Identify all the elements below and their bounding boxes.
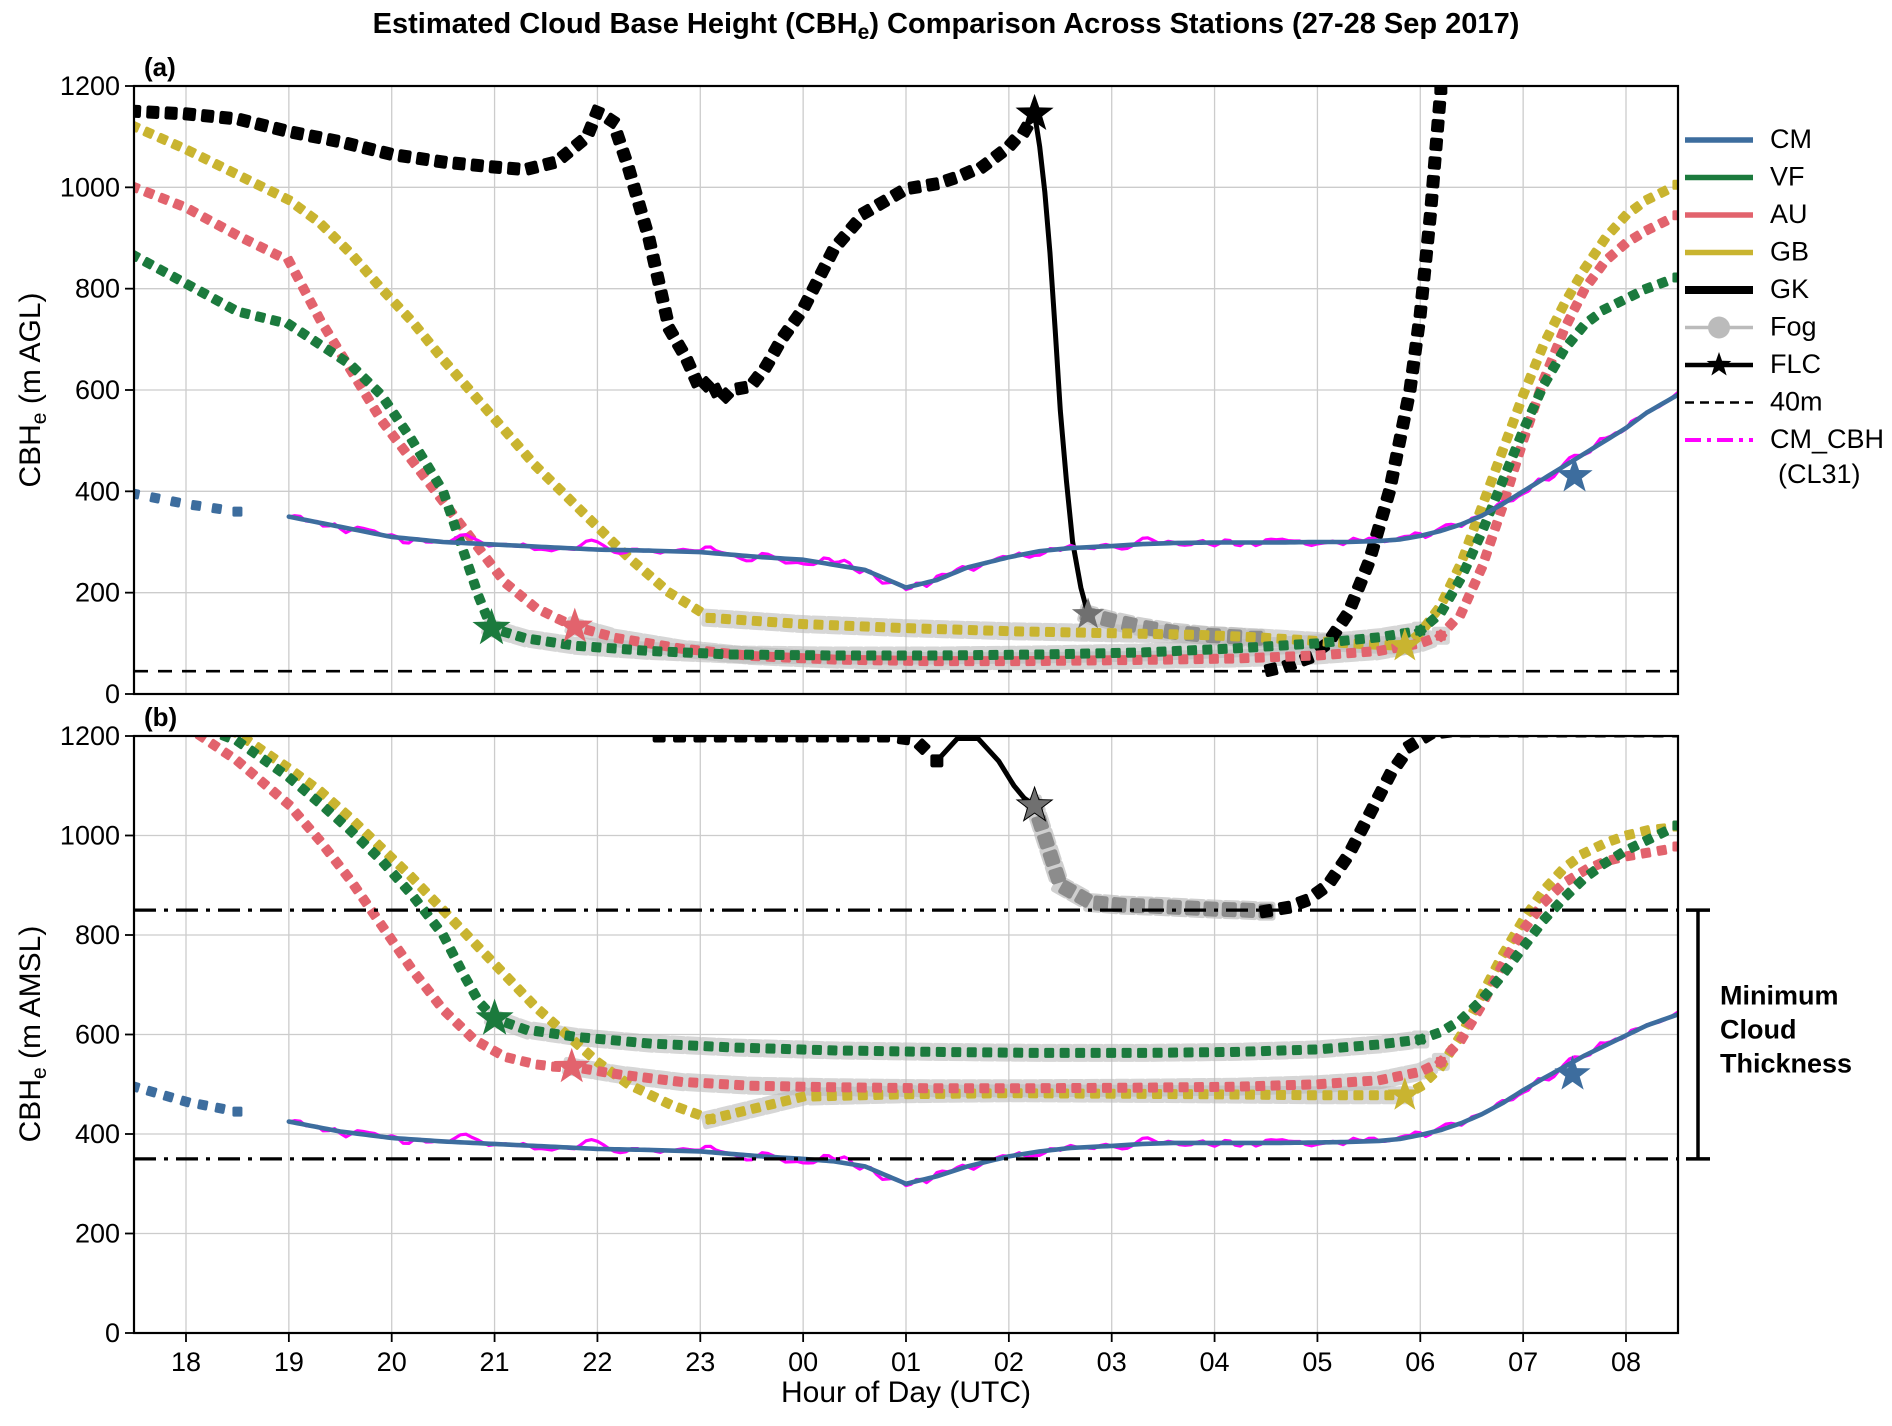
svg-text:02: 02 xyxy=(994,1347,1024,1377)
svg-text:21: 21 xyxy=(480,1347,510,1377)
svg-text:400: 400 xyxy=(75,476,120,506)
svg-text:600: 600 xyxy=(75,375,120,405)
svg-text:00: 00 xyxy=(788,1347,818,1377)
svg-text:600: 600 xyxy=(75,1020,120,1050)
svg-text:22: 22 xyxy=(582,1347,612,1377)
svg-text:05: 05 xyxy=(1302,1347,1332,1377)
svg-text:(a): (a) xyxy=(144,52,176,82)
svg-text:0: 0 xyxy=(105,679,120,709)
svg-text:01: 01 xyxy=(891,1347,921,1377)
svg-text:06: 06 xyxy=(1405,1347,1435,1377)
svg-text:FLC: FLC xyxy=(1770,349,1821,379)
svg-text:Minimum: Minimum xyxy=(1720,981,1839,1011)
svg-text:40m: 40m xyxy=(1770,387,1823,417)
svg-text:400: 400 xyxy=(75,1119,120,1149)
svg-text:800: 800 xyxy=(75,274,120,304)
svg-text:0: 0 xyxy=(105,1318,120,1348)
svg-text:1000: 1000 xyxy=(60,172,120,202)
svg-text:GK: GK xyxy=(1770,274,1809,304)
svg-text:CM: CM xyxy=(1770,124,1812,154)
svg-text:23: 23 xyxy=(685,1347,715,1377)
svg-text:18: 18 xyxy=(171,1347,201,1377)
svg-text:200: 200 xyxy=(75,1219,120,1249)
svg-text:Estimated Cloud Base Height (C: Estimated Cloud Base Height (CBHe) Compa… xyxy=(373,8,1520,44)
svg-text:19: 19 xyxy=(274,1347,304,1377)
svg-text:Fog: Fog xyxy=(1770,312,1817,342)
svg-text:800: 800 xyxy=(75,920,120,950)
svg-text:(b): (b) xyxy=(144,702,177,732)
svg-text:1200: 1200 xyxy=(60,71,120,101)
svg-text:04: 04 xyxy=(1200,1347,1230,1377)
svg-text:Hour of Day (UTC): Hour of Day (UTC) xyxy=(781,1376,1031,1409)
svg-text:Thickness: Thickness xyxy=(1720,1049,1852,1079)
svg-text:20: 20 xyxy=(377,1347,407,1377)
svg-text:Cloud: Cloud xyxy=(1720,1015,1796,1045)
svg-text:200: 200 xyxy=(75,578,120,608)
svg-text:08: 08 xyxy=(1611,1347,1641,1377)
svg-text:CBHe (m AGL): CBHe (m AGL) xyxy=(14,292,51,487)
svg-text:1200: 1200 xyxy=(60,721,120,751)
svg-text:07: 07 xyxy=(1508,1347,1538,1377)
svg-text:AU: AU xyxy=(1770,199,1808,229)
svg-text:03: 03 xyxy=(1097,1347,1127,1377)
svg-text:VF: VF xyxy=(1770,162,1805,192)
svg-text:1000: 1000 xyxy=(60,821,120,851)
svg-text:GB: GB xyxy=(1770,237,1809,267)
svg-text:CBHe (m AMSL): CBHe (m AMSL) xyxy=(14,926,51,1143)
svg-text:CM_CBH: CM_CBH xyxy=(1770,424,1884,454)
svg-text:(CL31): (CL31) xyxy=(1778,459,1861,489)
